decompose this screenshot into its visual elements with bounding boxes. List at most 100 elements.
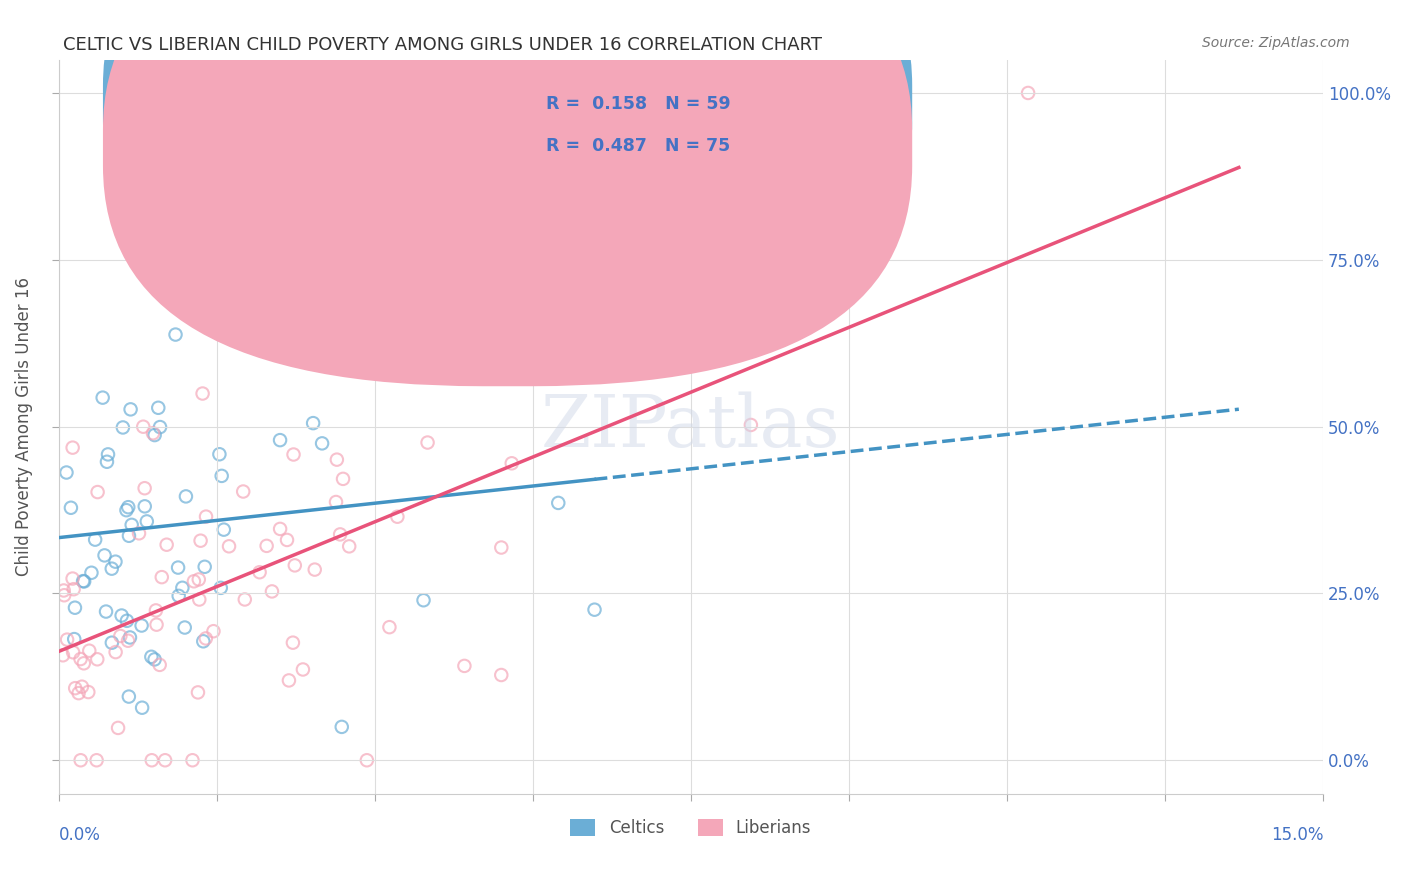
- Liberians: [107, 721, 129, 735]
- Liberians: [156, 538, 179, 552]
- Liberians: [52, 648, 75, 663]
- Liberians: [256, 539, 278, 553]
- Celtics: [302, 416, 325, 430]
- Liberians: [378, 620, 401, 634]
- Liberians: [145, 617, 167, 632]
- Celtics: [80, 566, 103, 580]
- Celtics: [134, 500, 156, 514]
- Liberians: [233, 592, 256, 607]
- Celtics: [311, 436, 333, 450]
- Celtics: [269, 433, 291, 447]
- Celtics: [141, 649, 163, 664]
- Liberians: [453, 659, 475, 673]
- Liberians: [276, 533, 298, 547]
- Celtics: [96, 455, 118, 469]
- Text: R =  0.158   N = 59: R = 0.158 N = 59: [546, 95, 730, 112]
- Liberians: [86, 652, 108, 666]
- Liberians: [70, 680, 93, 694]
- Celtics: [148, 401, 170, 415]
- Liberians: [86, 753, 108, 767]
- Celtics: [173, 621, 195, 635]
- Liberians: [67, 686, 90, 700]
- Celtics: [194, 559, 217, 574]
- Text: Source: ZipAtlas.com: Source: ZipAtlas.com: [1202, 36, 1350, 50]
- Liberians: [337, 540, 360, 554]
- Liberians: [332, 472, 354, 486]
- Celtics: [174, 490, 197, 504]
- Celtics: [131, 618, 153, 632]
- Celtics: [143, 652, 166, 666]
- Celtics: [193, 634, 215, 648]
- Liberians: [187, 685, 209, 699]
- Liberians: [291, 663, 314, 677]
- Celtics: [118, 690, 141, 704]
- Celtics: [217, 286, 239, 301]
- Text: 15.0%: 15.0%: [1271, 826, 1323, 845]
- Liberians: [86, 485, 108, 500]
- Celtics: [73, 574, 96, 589]
- Liberians: [277, 673, 299, 688]
- Liberians: [283, 448, 305, 462]
- Celtics: [111, 420, 134, 434]
- Liberians: [325, 495, 347, 509]
- Y-axis label: Child Poverty Among Girls Under 16: Child Poverty Among Girls Under 16: [15, 277, 32, 576]
- Liberians: [63, 681, 86, 695]
- Text: ZIPatlas: ZIPatlas: [541, 392, 841, 462]
- Celtics: [97, 447, 120, 461]
- Liberians: [128, 526, 150, 541]
- Celtics: [212, 523, 235, 537]
- Legend: Celtics, Liberians: Celtics, Liberians: [564, 813, 818, 844]
- Celtics: [167, 589, 190, 603]
- Celtics: [63, 600, 86, 615]
- Liberians: [326, 452, 349, 467]
- Liberians: [260, 584, 283, 599]
- Liberians: [110, 629, 132, 643]
- Celtics: [121, 517, 143, 532]
- Liberians: [62, 582, 84, 597]
- Liberians: [1017, 86, 1039, 100]
- Celtics: [94, 605, 117, 619]
- Liberians: [187, 573, 209, 587]
- Celtics: [233, 319, 256, 334]
- Liberians: [62, 645, 84, 659]
- Liberians: [281, 635, 304, 649]
- Liberians: [491, 668, 513, 682]
- Celtics: [149, 420, 172, 434]
- Liberians: [181, 753, 204, 767]
- Liberians: [194, 632, 217, 646]
- Liberians: [190, 533, 212, 548]
- Celtics: [165, 327, 187, 342]
- Celtics: [118, 529, 141, 543]
- Celtics: [547, 496, 569, 510]
- Liberians: [218, 539, 240, 553]
- Celtics: [101, 636, 124, 650]
- Text: R =  0.487   N = 75: R = 0.487 N = 75: [546, 137, 730, 155]
- FancyBboxPatch shape: [103, 0, 912, 386]
- Liberians: [150, 570, 173, 584]
- Liberians: [202, 624, 225, 639]
- Liberians: [416, 435, 439, 450]
- Text: 0.0%: 0.0%: [59, 826, 101, 845]
- Celtics: [104, 555, 127, 569]
- Liberians: [269, 522, 291, 536]
- Celtics: [167, 560, 190, 574]
- Celtics: [59, 500, 82, 515]
- Liberians: [77, 685, 100, 699]
- Celtics: [200, 233, 222, 247]
- Liberians: [53, 588, 76, 602]
- Liberians: [117, 633, 139, 648]
- Liberians: [806, 199, 828, 213]
- Celtics: [63, 632, 86, 646]
- Celtics: [72, 574, 94, 588]
- Liberians: [153, 753, 176, 767]
- Celtics: [287, 347, 309, 361]
- Liberians: [79, 643, 101, 657]
- Celtics: [211, 468, 233, 483]
- Liberians: [195, 509, 218, 524]
- Liberians: [142, 426, 165, 441]
- Liberians: [62, 441, 84, 455]
- Celtics: [135, 515, 157, 529]
- Celtics: [84, 533, 107, 547]
- Liberians: [69, 753, 91, 767]
- Liberians: [188, 592, 211, 607]
